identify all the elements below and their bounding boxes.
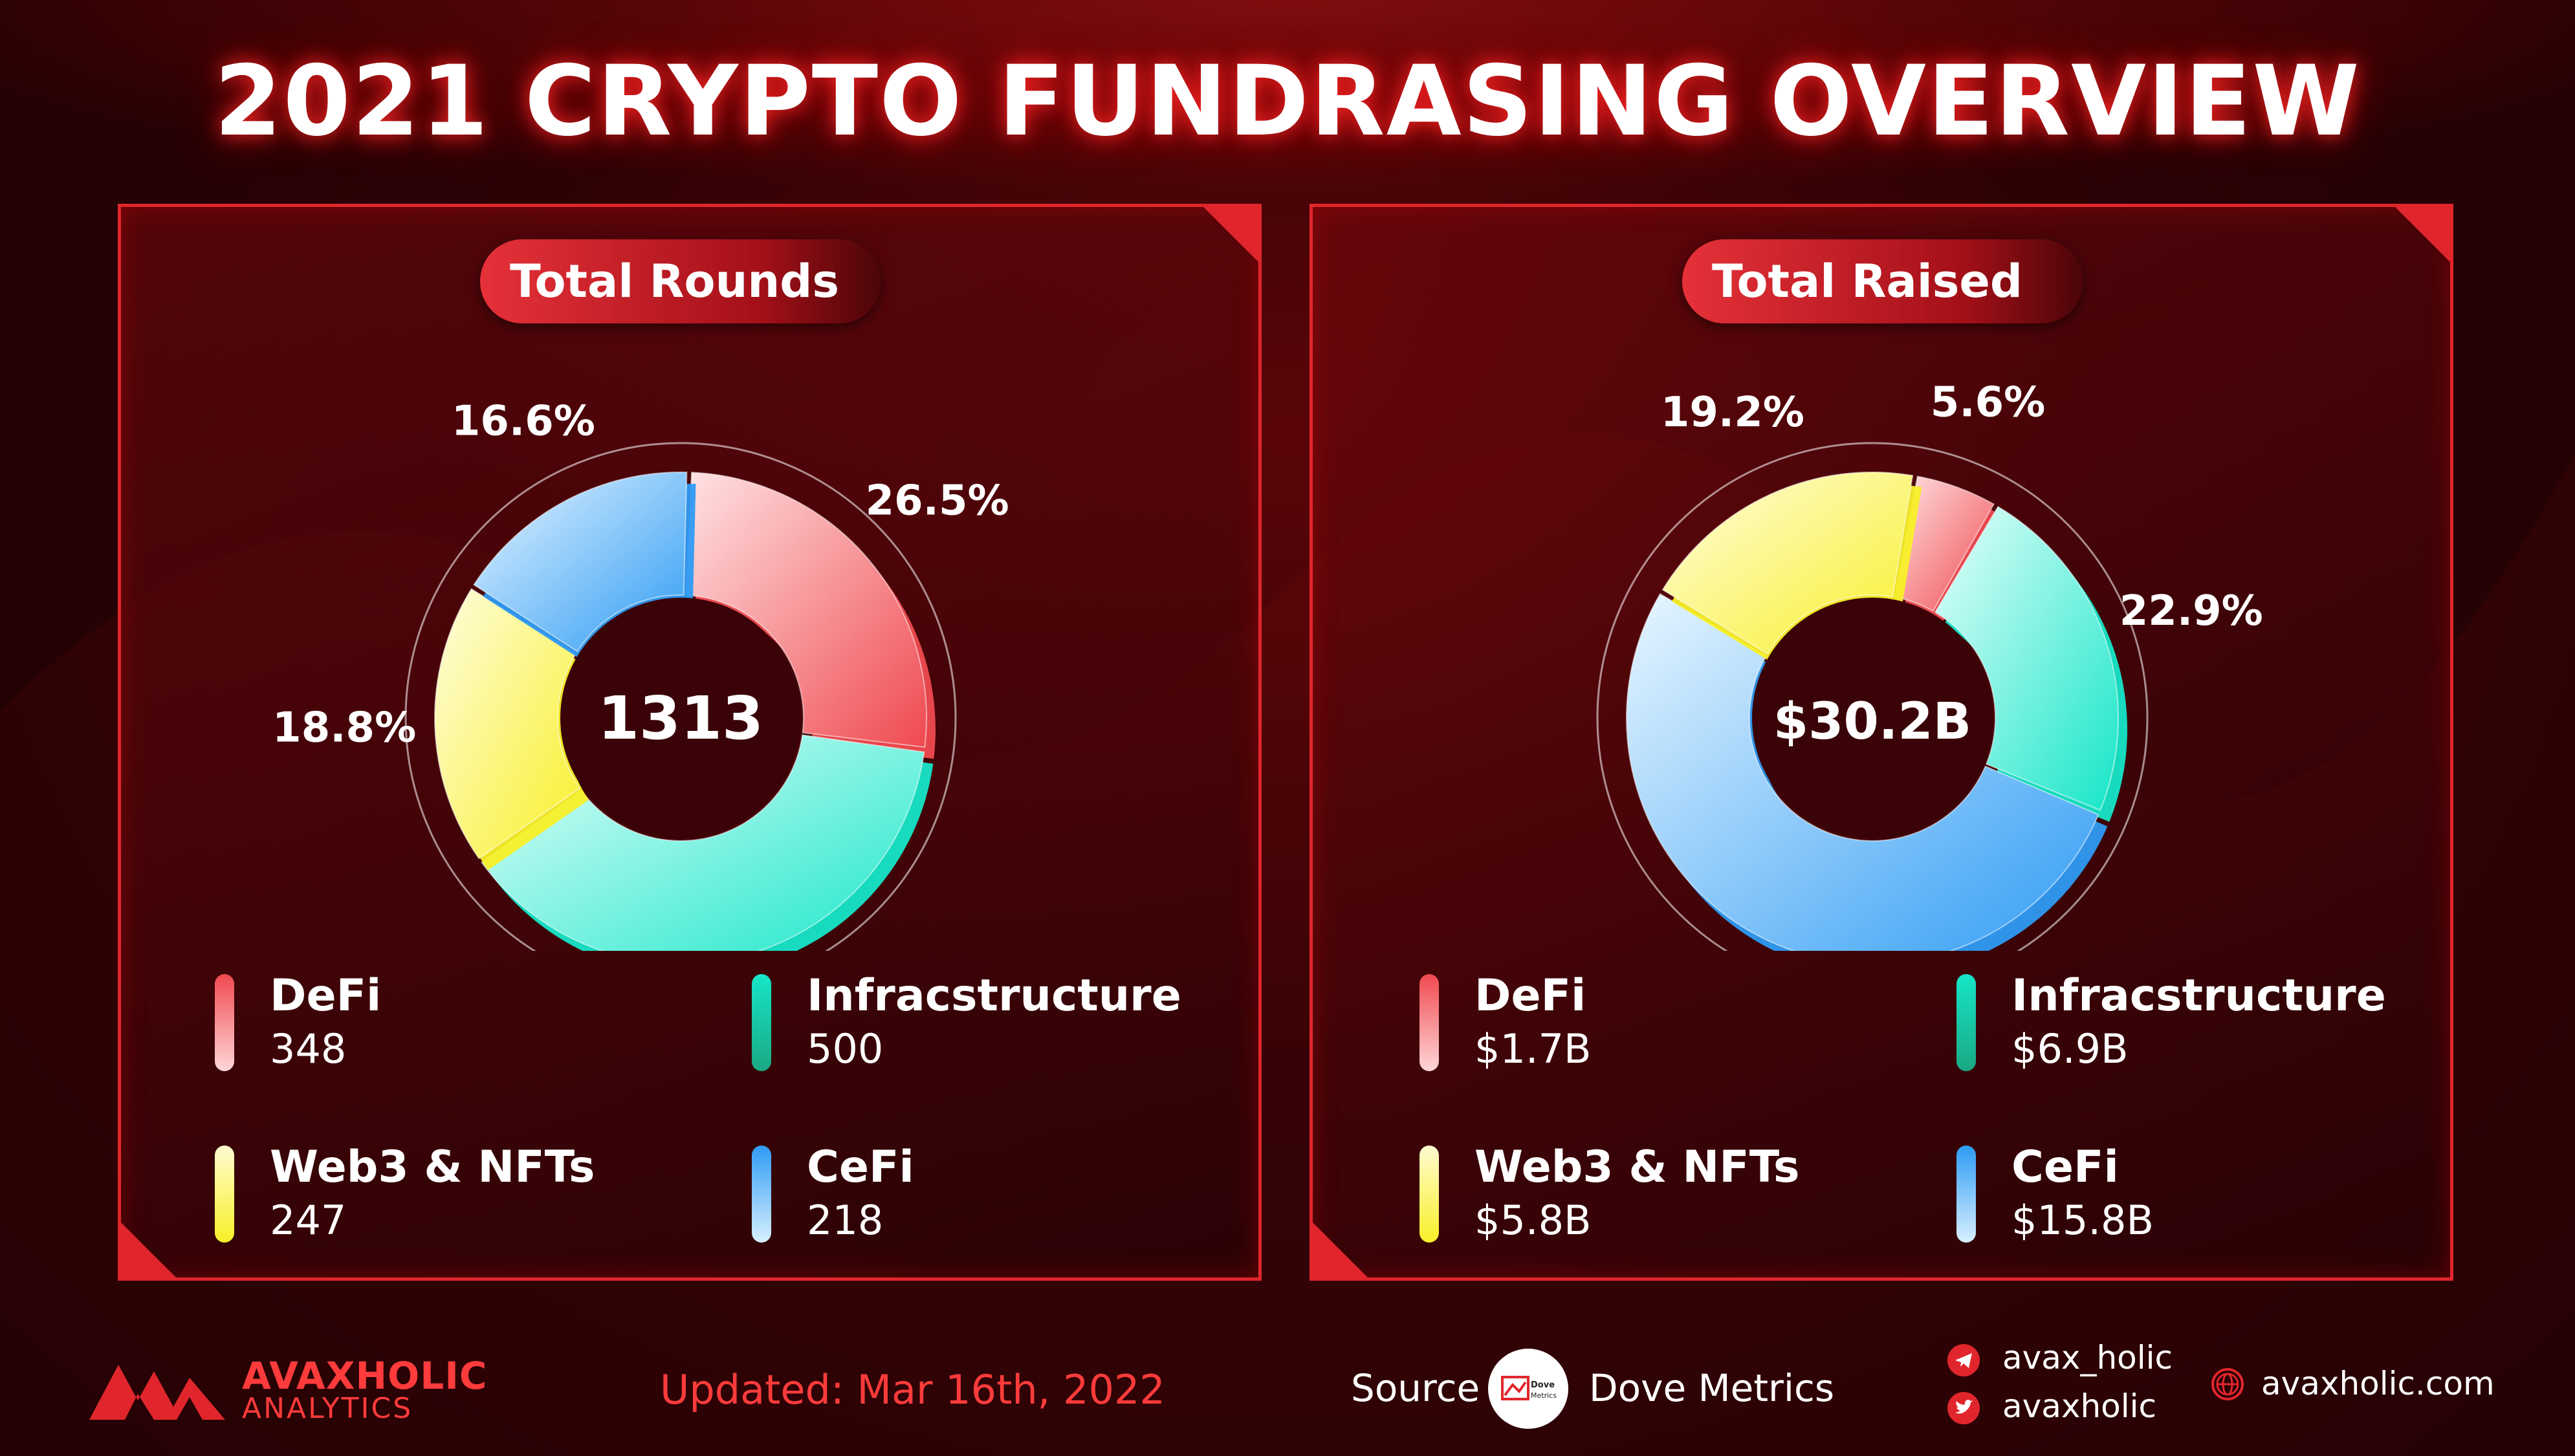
donut-slice-web3-nfts <box>1661 472 1914 655</box>
defi-legend-swatch <box>215 974 234 1071</box>
legend-item-defi: DeFi $1.7B <box>1419 970 1872 1087</box>
percent-label: 22.9% <box>2120 587 2263 635</box>
legend-item-cefi: CeFi $15.8B <box>1956 1142 2409 1258</box>
twitter-icon[interactable] <box>1947 1392 1980 1424</box>
legend-label: DeFi <box>1474 970 1586 1021</box>
percent-label: 16.6% <box>452 397 595 445</box>
globe-icon[interactable] <box>2211 1368 2244 1400</box>
legend-item-defi: DeFi 348 <box>215 970 668 1087</box>
twitter-handle[interactable]: avaxholic <box>2002 1387 2157 1425</box>
telegram-icon[interactable] <box>1947 1344 1980 1376</box>
donut-slice-web3-nfts <box>434 588 581 860</box>
legend-label: Web3 & NFTs <box>270 1142 595 1193</box>
donut-slice-defi <box>685 472 927 748</box>
total-rounds-panel: 26.5%38.1%18.8%16.6%1313 Total Rounds De… <box>118 204 1262 1281</box>
svg-text:Dove: Dove <box>1531 1380 1555 1390</box>
donut-slice-cefi <box>473 472 688 653</box>
cefi-legend-swatch <box>1956 1146 1976 1243</box>
legend-value: 247 <box>270 1197 347 1244</box>
legend-label: Web3 & NFTs <box>1474 1142 1800 1193</box>
donut-slice-infracstructure <box>481 734 925 951</box>
total-raised-panel: 5.6%22.9%52.3%19.2%$30.2B Total Raised D… <box>1309 204 2453 1281</box>
dove-metrics-logo-icon: Dove Metrics <box>1501 1376 1557 1400</box>
percent-label: 26.5% <box>866 477 1009 525</box>
total-rounds-title: Total Rounds <box>480 239 881 323</box>
legend-item-web3: Web3 & NFTs $5.8B <box>1419 1142 1872 1258</box>
brand-name: AVAXHOLIC <box>242 1354 488 1398</box>
donut-hole <box>1752 598 1993 838</box>
percent-label: 18.8% <box>272 704 416 752</box>
outer-ring <box>1596 442 2149 951</box>
legend-label: CeFi <box>2011 1142 2119 1193</box>
total-raised-donut-chart: 5.6%22.9%52.3%19.2%$30.2B <box>1596 379 2263 951</box>
legend-item-infrastructure: Infracstructure 500 <box>752 970 1205 1087</box>
total-raised-title: Total Raised <box>1682 239 2083 323</box>
donut-slice-infracstructure <box>1934 505 2119 811</box>
legend-label: DeFi <box>270 970 382 1021</box>
donut-slice-cefi <box>1626 592 2099 951</box>
legend-value: $1.7B <box>1474 1025 1592 1072</box>
dove-metrics-logo[interactable]: Dove Metrics <box>1488 1349 1568 1429</box>
infrastructure-legend-swatch <box>752 974 771 1071</box>
legend-value: $15.8B <box>2011 1197 2154 1244</box>
outer-ring <box>404 442 957 951</box>
legend-value: 500 <box>807 1025 884 1072</box>
cefi-legend-swatch <box>752 1146 771 1243</box>
infrastructure-legend-swatch <box>1956 974 1976 1071</box>
brand-subtitle: ANALYTICS <box>242 1392 413 1425</box>
telegram-handle[interactable]: avax_holic <box>2002 1339 2173 1376</box>
legend-value: 218 <box>807 1197 884 1244</box>
legend-item-infrastructure: Infracstructure $6.9B <box>1956 970 2409 1087</box>
source-name: Dove Metrics <box>1589 1366 1835 1410</box>
corner-decoration <box>2392 204 2453 265</box>
avaxholic-logo[interactable]: AVAXHOLIC ANALYTICS <box>89 1352 487 1429</box>
center-total-label: $30.2B <box>1773 693 1971 751</box>
defi-legend-swatch <box>1419 974 1439 1071</box>
page-title: 2021 CRYPTO FUNDRASING OVERVIEW <box>214 45 2361 158</box>
source-label: Source <box>1351 1366 1480 1410</box>
web3-legend-swatch <box>1419 1146 1439 1243</box>
avaxholic-logo-icon <box>89 1365 225 1420</box>
corner-decoration <box>118 1219 179 1281</box>
website-link[interactable]: avaxholic.com <box>2261 1365 2495 1402</box>
legend-item-cefi: CeFi 218 <box>752 1142 1205 1258</box>
updated-date: Updated: Mar 16th, 2022 <box>660 1366 1165 1413</box>
total-rounds-donut-chart: 26.5%38.1%18.8%16.6%1313 <box>272 397 1009 951</box>
corner-decoration <box>1200 204 1262 265</box>
legend-label: CeFi <box>807 1142 914 1193</box>
footer: AVAXHOLIC ANALYTICS Updated: Mar 16th, 2… <box>0 1320 2575 1436</box>
corner-decoration <box>1309 1219 1371 1281</box>
donut-slice-defi <box>1894 475 1995 613</box>
legend-value: $6.9B <box>2011 1025 2129 1072</box>
legend-label: Infracstructure <box>2011 970 2386 1021</box>
legend-item-web3: Web3 & NFTs 247 <box>215 1142 668 1258</box>
svg-text:Metrics: Metrics <box>1531 1391 1557 1400</box>
center-total-label: 1313 <box>598 684 763 753</box>
percent-label: 5.6% <box>1931 379 2046 427</box>
legend-value: $5.8B <box>1474 1197 1592 1244</box>
web3-legend-swatch <box>215 1146 234 1243</box>
legend-label: Infracstructure <box>807 970 1181 1021</box>
legend-value: 348 <box>270 1025 347 1072</box>
donut-hole <box>560 598 801 838</box>
percent-label: 19.2% <box>1661 389 1804 437</box>
